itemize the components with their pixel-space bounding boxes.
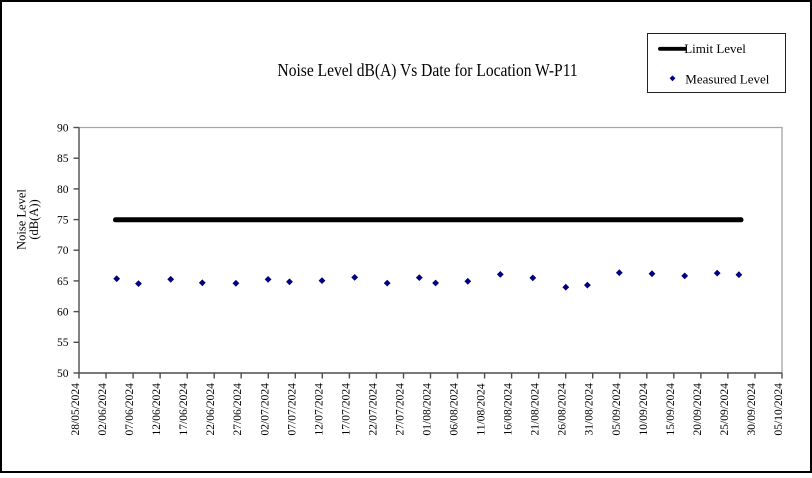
svg-text:17/06/2024: 17/06/2024 xyxy=(178,383,190,436)
svg-text:Measured Level: Measured Level xyxy=(685,72,769,87)
svg-text:31/08/2024: 31/08/2024 xyxy=(584,383,596,436)
svg-text:25/09/2024: 25/09/2024 xyxy=(719,383,731,436)
svg-text:07/06/2024: 07/06/2024 xyxy=(124,383,136,436)
svg-text:12/07/2024: 12/07/2024 xyxy=(313,383,325,436)
svg-text:27/07/2024: 27/07/2024 xyxy=(395,383,407,436)
svg-text:05/09/2024: 05/09/2024 xyxy=(611,383,623,436)
svg-text:15/09/2024: 15/09/2024 xyxy=(665,383,677,436)
svg-text:28/05/2024: 28/05/2024 xyxy=(70,383,82,436)
svg-text:02/06/2024: 02/06/2024 xyxy=(97,383,109,436)
svg-text:Noise Level: Noise Level xyxy=(15,189,29,250)
svg-text:50: 50 xyxy=(57,368,69,380)
svg-text:02/07/2024: 02/07/2024 xyxy=(259,383,271,436)
svg-text:21/08/2024: 21/08/2024 xyxy=(530,383,542,436)
svg-text:30/09/2024: 30/09/2024 xyxy=(746,383,758,436)
svg-text:10/09/2024: 10/09/2024 xyxy=(638,383,650,436)
svg-text:70: 70 xyxy=(57,245,69,257)
svg-text:27/06/2024: 27/06/2024 xyxy=(232,383,244,436)
svg-text:11/08/2024: 11/08/2024 xyxy=(476,383,488,435)
svg-text:(dB(A)): (dB(A)) xyxy=(27,199,41,239)
svg-text:01/08/2024: 01/08/2024 xyxy=(422,383,434,436)
svg-text:05/10/2024: 05/10/2024 xyxy=(773,383,785,436)
svg-text:22/07/2024: 22/07/2024 xyxy=(367,383,379,436)
svg-text:07/07/2024: 07/07/2024 xyxy=(286,383,298,436)
svg-text:06/08/2024: 06/08/2024 xyxy=(449,383,461,436)
svg-text:17/07/2024: 17/07/2024 xyxy=(340,383,352,436)
svg-text:16/08/2024: 16/08/2024 xyxy=(503,383,515,436)
svg-text:12/06/2024: 12/06/2024 xyxy=(151,383,163,436)
svg-text:85: 85 xyxy=(57,153,69,165)
svg-text:75: 75 xyxy=(57,215,69,227)
svg-text:26/08/2024: 26/08/2024 xyxy=(557,383,569,436)
svg-text:60: 60 xyxy=(57,307,69,319)
svg-text:Limit Level: Limit Level xyxy=(684,41,746,56)
svg-text:55: 55 xyxy=(57,337,69,349)
svg-text:20/09/2024: 20/09/2024 xyxy=(692,383,704,436)
svg-text:90: 90 xyxy=(57,122,69,134)
svg-text:22/06/2024: 22/06/2024 xyxy=(205,383,217,436)
svg-text:65: 65 xyxy=(57,276,69,288)
svg-text:80: 80 xyxy=(57,184,69,196)
